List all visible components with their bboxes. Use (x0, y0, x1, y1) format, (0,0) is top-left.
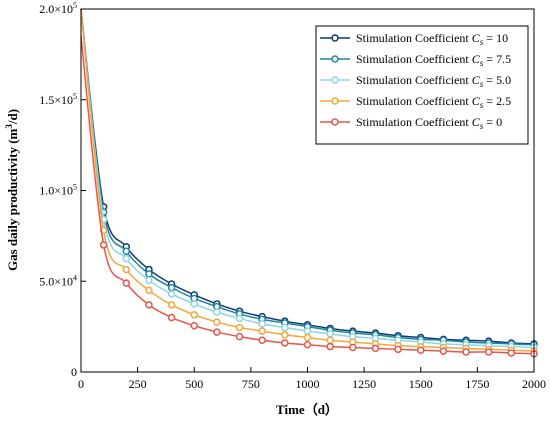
series-line (80, 8, 535, 346)
x-tick-label: 1000 (296, 377, 320, 391)
data-point (258, 327, 266, 335)
series-line (80, 36, 535, 355)
data-point (99, 241, 108, 249)
data-point (213, 328, 221, 336)
series-line (80, 8, 535, 352)
legend-entry-label: Stimulation Coefficient Cs = 7.5 (356, 52, 511, 68)
y-axis-label: Gas daily productivity (m3/d) (4, 109, 20, 271)
legend-entry-label: Stimulation Coefficient Cs = 2.5 (356, 94, 511, 110)
data-point (258, 336, 266, 344)
data-point (326, 336, 334, 344)
data-point (122, 265, 131, 274)
legend-box (315, 25, 529, 145)
legend-entry-label: Stimulation Coefficient Cs = 0 (356, 115, 502, 131)
data-point (326, 342, 334, 351)
legend-swatch-marker (331, 97, 339, 105)
x-tick-label: 1250 (352, 377, 376, 391)
data-point (484, 348, 493, 356)
x-tick-label: 750 (242, 377, 260, 391)
data-point (281, 323, 289, 332)
x-axis-ticks: 0 250 500 750 1000 1250 1500 1750 2000 (78, 367, 546, 391)
data-point (145, 270, 153, 278)
series-line (80, 8, 535, 349)
data-point (326, 330, 334, 338)
data-point (303, 341, 312, 349)
x-tick-label: 2000 (522, 377, 546, 391)
x-tick-label: 0 (78, 377, 84, 391)
data-point (167, 290, 176, 298)
data-point (417, 346, 425, 354)
data-point (190, 321, 198, 330)
data-point (213, 318, 221, 326)
legend-swatch-marker (331, 34, 339, 42)
data-point (462, 348, 470, 356)
data-point (122, 279, 131, 287)
data-point (235, 314, 244, 323)
legend-entry-label: Stimulation Coefficient Cs = 5.0 (356, 73, 511, 89)
y-tick-label: 1.5×105 (39, 92, 77, 107)
x-tick-label: 500 (185, 377, 203, 391)
data-point (190, 300, 198, 308)
y-tick-label: 2.0×105 (39, 1, 77, 16)
x-tick-label: 1750 (465, 377, 489, 391)
data-point (235, 332, 244, 341)
y-tick-label: 1.0×105 (39, 183, 77, 198)
data-point (371, 344, 380, 353)
series-line (80, 8, 535, 345)
legend-entry-label: Stimulation Coefficient Cs = 10 (356, 31, 508, 47)
data-point (122, 254, 131, 263)
data-point (145, 276, 153, 285)
data-point (439, 347, 448, 355)
data-point (258, 320, 266, 328)
data-point (145, 301, 153, 309)
y-tick-label: 0 (71, 365, 77, 379)
data-point (235, 323, 244, 332)
data-point (122, 247, 131, 256)
data-point (167, 301, 176, 309)
x-tick-label: 250 (129, 377, 147, 391)
data-point (167, 283, 176, 292)
data-point (303, 333, 312, 342)
data-point (349, 343, 357, 352)
data-point (167, 313, 176, 322)
data-point (507, 349, 516, 357)
x-axis-label: Time（d） (276, 402, 338, 417)
data-point (303, 327, 312, 335)
y-tick-label: 5.0×104 (39, 273, 77, 288)
data-point (394, 345, 402, 354)
data-point (213, 308, 221, 316)
legend-swatch-marker (331, 76, 339, 84)
data-point (145, 286, 153, 295)
data-point (190, 311, 198, 319)
y-axis-ticks: 0 5.0×104 1.0×105 1.5×105 2.0×105 (39, 1, 86, 379)
legend-swatch-marker (331, 55, 339, 63)
legend: Stimulation Coefficient Cs = 10 Stimulati… (315, 25, 529, 145)
data-point (281, 339, 289, 347)
curves-group (80, 8, 538, 358)
data-point (281, 331, 289, 339)
x-tick-label: 1500 (409, 377, 433, 391)
legend-swatch-marker (331, 118, 339, 126)
